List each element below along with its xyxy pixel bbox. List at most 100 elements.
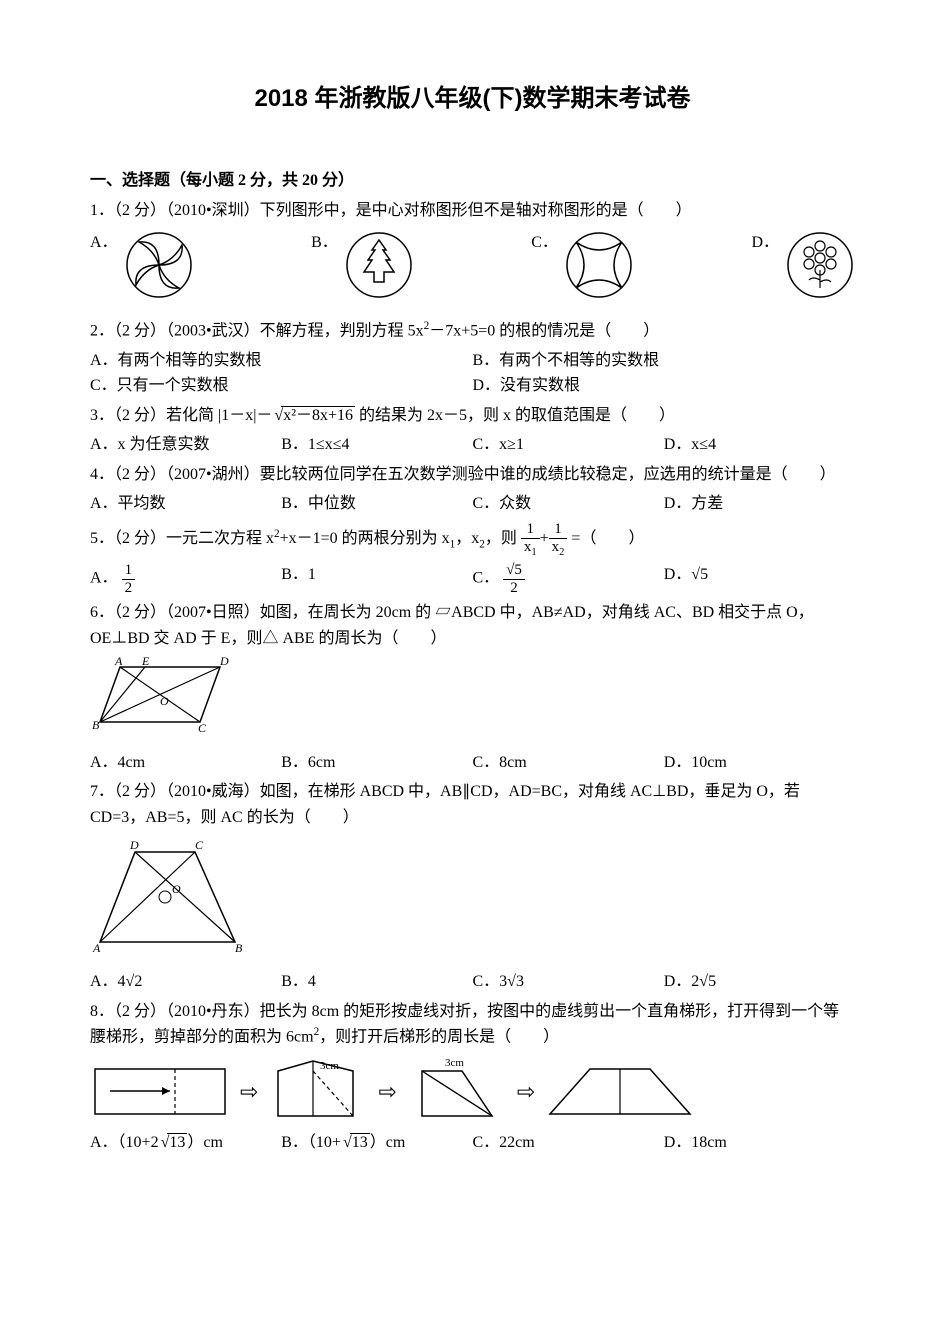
q2-c: C．只有一个实数根 (90, 373, 473, 399)
svg-text:B: B (235, 941, 243, 955)
q8-label-3cm-a: 3cm (320, 1060, 339, 1072)
tree-icon (344, 230, 414, 300)
pillow-icon (564, 230, 634, 300)
q7-options: A．4√2 B．4 C．3√3 D．2√5 (90, 969, 855, 995)
q1-option-b: B． (311, 230, 414, 300)
pinwheel-icon (124, 230, 194, 300)
svg-text:E: E (141, 657, 150, 668)
q5-a-num: 1 (122, 562, 136, 580)
q5-stem-c: ，x (455, 530, 479, 547)
arrow-icon: ⇨ (378, 1074, 396, 1109)
q7-a: A．4√2 (90, 969, 281, 995)
q8-figure-row: ⇨ 3cm ⇨ 3cm ⇨ (90, 1056, 855, 1126)
svg-text:C: C (195, 838, 204, 852)
q5-c: C． √52 (473, 562, 664, 596)
q8-b-rad: 13 (350, 1133, 370, 1151)
svg-text:O: O (160, 694, 169, 708)
q5-a-label: A． (90, 570, 118, 587)
q6-stem: 6．（2 分）（2007•日照）如图，在周长为 20cm 的 ▱ABCD 中，A… (90, 600, 855, 651)
q5-stem-d: ，则 (485, 530, 521, 547)
fraction-icon: √52 (503, 562, 525, 596)
q2-stem-b: －7x+5=0 的根的情况是（ ） (429, 322, 659, 339)
fold-step2-icon: 3cm (268, 1056, 368, 1126)
svg-text:A: A (92, 941, 101, 955)
q8-b: B．（10+ 13）cm (281, 1130, 472, 1156)
q7-b: B．4 (281, 969, 472, 995)
q3-stem: 3．（2 分）若化简 |1－x|－ x²－8x+16 的结果为 2x－5，则 x … (90, 403, 855, 429)
q3-a: A．x 为任意实数 (90, 432, 281, 458)
q1-option-a: A． (90, 230, 194, 300)
q5-c-num: √5 (503, 562, 525, 580)
q8-b-post: ）cm (370, 1134, 406, 1151)
q5-d: D．√5 (664, 562, 855, 596)
q2-stem: 2．（2 分）（2003•武汉）不解方程，判别方程 5x2－7x+5=0 的根的… (90, 318, 855, 344)
q1-c-label: C． (531, 230, 558, 256)
q8-b-pre: B．（10+ (281, 1134, 341, 1151)
arrow-icon: ⇨ (240, 1074, 258, 1109)
q3-stem-a: 3．（2 分）若化简 |1－x|－ (90, 407, 272, 424)
sqrt-icon: 13 (341, 1130, 370, 1156)
q7-d: D．2√5 (664, 969, 855, 995)
q7-stem: 7．（2 分）（2010•威海）如图，在梯形 ABCD 中，AB∥CD，AD=B… (90, 779, 855, 830)
q5-stem-a: 5．（2 分）一元二次方程 x (90, 530, 274, 547)
q1-options: A． B． C． D． (90, 230, 855, 300)
q8-stem-b: ，则打开后梯形的周长是（ ） (319, 1029, 559, 1046)
q1-a-label: A． (90, 230, 118, 256)
q7-c: C．3√3 (473, 969, 664, 995)
arrow-icon: ⇨ (517, 1074, 535, 1109)
q8-options: A．（10+213）cm B．（10+13）cm C．22cm D．18cm (90, 1130, 855, 1156)
q4-c: C．众数 (473, 491, 664, 517)
q3-c: C．x≥1 (473, 432, 664, 458)
svg-text:D: D (219, 657, 229, 668)
q3-stem-b: 的结果为 2x－5，则 x 的取值范围是（ ） (355, 407, 675, 424)
q6-b: B．6cm (281, 750, 472, 776)
q2-a: A．有两个相等的实数根 (90, 348, 473, 374)
q3-rad: x²－8x+16 (281, 406, 355, 424)
q3-options: A．x 为任意实数 B．1≤x≤4 C．x≥1 D．x≤4 (90, 432, 855, 458)
parallelogram-icon: A E D B C O (90, 657, 240, 737)
q8-a-post: ）cm (187, 1134, 223, 1151)
q1-d-label: D． (751, 230, 779, 256)
page-title: 2018 年浙教版八年级(下)数学期末考试卷 (90, 80, 855, 118)
exam-page: 2018 年浙教版八年级(下)数学期末考试卷 一、选择题（每小题 2 分，共 2… (0, 0, 945, 1337)
q5-a-den: 2 (122, 580, 136, 597)
q2-b: B．有两个不相等的实数根 (473, 348, 856, 374)
q4-a: A．平均数 (90, 491, 281, 517)
q8-stem: 8．（2 分）（2010•丹东）把长为 8cm 的矩形按虚线对折，按图中的虚线剪… (90, 999, 855, 1051)
fraction-icon: 12 (122, 562, 136, 596)
section-1-header: 一、选择题（每小题 2 分，共 20 分） (90, 168, 855, 194)
flower-icon (785, 230, 855, 300)
q1-option-c: C． (531, 230, 634, 300)
fraction-icon: 1x2 (549, 521, 568, 558)
q4-stem: 4．（2 分）（2007•湖州）要比较两位同学在五次数学测验中谁的成绩比较稳定，… (90, 462, 855, 488)
q1-stem: 1．（2 分）（2010•深圳）下列图形中，是中心对称图形但不是轴对称图形的是（… (90, 198, 855, 224)
svg-text:C: C (198, 721, 207, 735)
q2-d: D．没有实数根 (473, 373, 856, 399)
q1-b-label: B． (311, 230, 338, 256)
q1-option-d: D． (751, 230, 855, 300)
svg-text:A: A (114, 657, 123, 668)
sqrt-icon: 13 (159, 1130, 188, 1156)
q5-stem: 5．（2 分）一元二次方程 x2+x－1=0 的两根分别为 x1，x2，则 1x… (90, 521, 855, 558)
q5-stem-b: +x－1=0 的两根分别为 x (280, 530, 450, 547)
q5-stem-e: =（ ） (571, 530, 644, 547)
q5-a: A． 12 (90, 562, 281, 596)
fold-step1-icon (90, 1059, 230, 1124)
q8-a: A．（10+213）cm (90, 1130, 281, 1156)
q8-c: C．22cm (473, 1130, 664, 1156)
fold-step4-icon (545, 1059, 695, 1124)
q4-options: A．平均数 B．中位数 C．众数 D．方差 (90, 491, 855, 517)
q5-b: B．1 (281, 562, 472, 596)
q6-options: A．4cm B．6cm C．8cm D．10cm (90, 750, 855, 776)
fold-step3-icon: 3cm (407, 1056, 507, 1126)
fraction-icon: 1x1 (521, 521, 540, 558)
q6-c: C．8cm (473, 750, 664, 776)
svg-text:B: B (92, 718, 100, 732)
svg-text:O: O (172, 882, 181, 896)
q3-b: B．1≤x≤4 (281, 432, 472, 458)
q8-a-rad: 13 (167, 1133, 187, 1151)
svg-text:D: D (129, 838, 139, 852)
trapezoid-icon: D C A B O (90, 837, 250, 957)
q5-options: A． 12 B．1 C． √52 D．√5 (90, 562, 855, 596)
q2-stem-a: 2．（2 分）（2003•武汉）不解方程，判别方程 5x (90, 322, 424, 339)
